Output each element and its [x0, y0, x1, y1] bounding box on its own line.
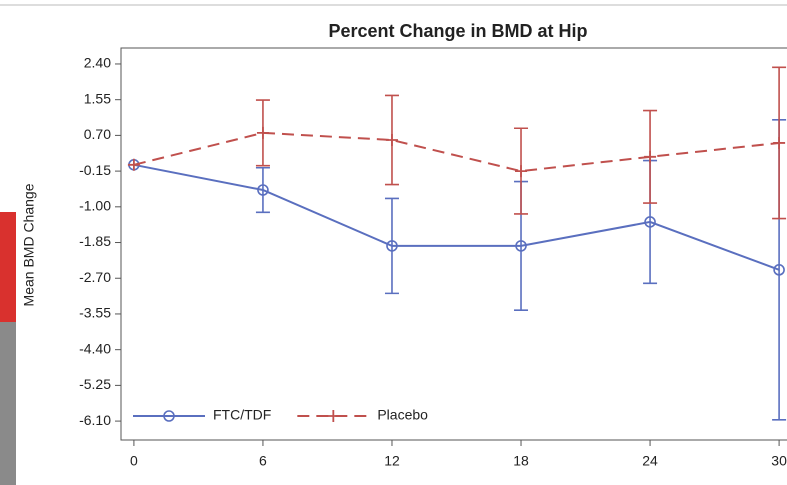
marker: [773, 136, 786, 149]
side-image: [0, 322, 16, 485]
x-tick-label: 0: [130, 453, 138, 469]
y-tick-label: 1.55: [84, 90, 111, 106]
y-tick-label: -2.70: [79, 269, 111, 285]
y-axis-label: Mean BMD Change: [21, 183, 37, 306]
y-tick-label: -6.10: [79, 412, 111, 428]
marker: [257, 184, 269, 196]
x-tick-label: 30: [771, 453, 787, 469]
plot-frame: [120, 47, 787, 441]
legend-label: FTC/TDF: [213, 407, 271, 423]
marker: [386, 240, 398, 252]
legend-marker: [163, 410, 175, 422]
x-tick-label: 6: [259, 453, 267, 469]
y-tick-label: -0.15: [79, 162, 111, 178]
y-tick-label: -5.25: [79, 376, 111, 392]
side-image: [0, 212, 16, 322]
chart-title: Percent Change in BMD at Hip: [328, 21, 587, 41]
marker: [515, 240, 527, 252]
error-bar: [384, 197, 399, 295]
marker: [385, 134, 398, 147]
x-tick-label: 18: [513, 453, 529, 469]
marker: [644, 216, 656, 228]
marker: [256, 126, 269, 139]
y-tick-label: 0.70: [84, 126, 111, 142]
y-tick-label: -1.85: [79, 233, 111, 249]
y-tick-label: -4.40: [79, 340, 111, 356]
series-line: [133, 131, 780, 173]
legend-label: Placebo: [377, 407, 428, 423]
y-tick-label: 2.40: [84, 55, 111, 71]
legend-marker: [327, 410, 340, 422]
y-tick-label: -3.55: [79, 305, 111, 321]
marker: [644, 150, 657, 163]
marker: [515, 165, 528, 178]
x-tick-label: 24: [642, 453, 658, 469]
marker: [127, 158, 140, 171]
marker: [773, 264, 785, 276]
y-tick-label: -1.00: [79, 198, 111, 214]
x-tick-label: 12: [384, 453, 400, 469]
series-line: [133, 163, 780, 271]
error-bar: [255, 166, 270, 214]
